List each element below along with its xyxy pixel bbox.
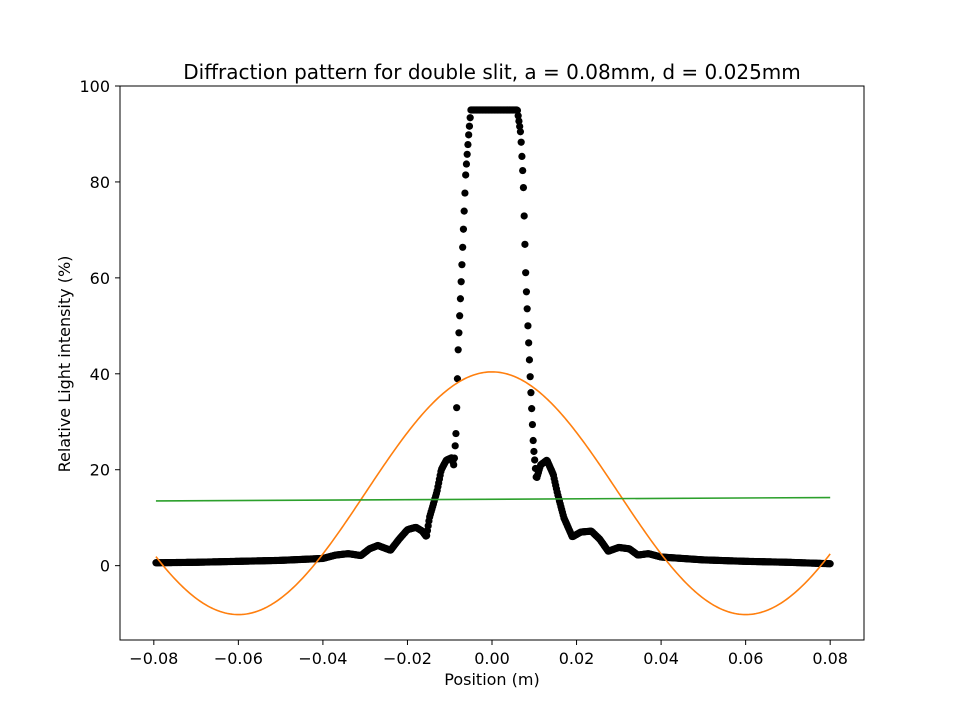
data-point (454, 346, 462, 354)
data-point (517, 138, 525, 146)
data-point (529, 436, 537, 445)
x-tick-label: 0.06 (728, 649, 764, 668)
data-point (455, 329, 463, 337)
x-tick-label: −0.06 (214, 649, 263, 668)
x-tick-label: 0.00 (474, 649, 510, 668)
y-tick-label: 0 (100, 557, 110, 576)
data-point (522, 269, 530, 277)
data-point (826, 560, 834, 568)
data-point (462, 160, 471, 168)
data-point (525, 339, 533, 347)
x-tick-label: 0.02 (559, 649, 595, 668)
data-point (453, 375, 462, 383)
x-tick-label: 0.08 (812, 649, 848, 668)
y-tick-label: 100 (79, 77, 110, 96)
data-point (520, 212, 528, 220)
data-point (524, 322, 532, 330)
series-line-1 (155, 371, 831, 616)
data-point (450, 461, 458, 469)
data-point (451, 442, 459, 450)
x-tick-label: −0.02 (383, 649, 432, 668)
data-point (519, 166, 527, 175)
data-point (466, 114, 474, 122)
y-tick-label: 40 (90, 365, 110, 384)
data-point (458, 261, 466, 269)
data-point (465, 122, 474, 130)
data-point (456, 295, 465, 303)
axes: −0.08 −0.06 −0.04 −0.02 0.00 0.02 0.04 0.06 0.08… (79, 77, 865, 668)
data-point (523, 305, 531, 313)
x-tick-label: −0.08 (129, 649, 178, 668)
x-tick-label: −0.04 (298, 649, 347, 668)
data-point (460, 207, 468, 215)
data-point (461, 189, 469, 197)
data-point (525, 356, 534, 364)
data-point (516, 122, 524, 131)
data-point (530, 447, 538, 456)
data-point (528, 420, 537, 429)
data-point (531, 456, 539, 464)
y-axis-label: Relative Light intensity (%) (55, 256, 74, 473)
scatter-series-0 (152, 106, 834, 568)
plot-area (152, 106, 834, 616)
data-point (518, 152, 526, 160)
data-point (526, 373, 534, 381)
data-point (452, 429, 460, 438)
data-point (453, 404, 461, 412)
x-tick-label: 0.04 (643, 649, 679, 668)
data-point (464, 140, 472, 149)
series-line-2 (155, 496, 831, 502)
data-point (459, 243, 467, 251)
data-point (450, 454, 459, 462)
chart-title: Diffraction pattern for double slit, a =… (183, 60, 801, 84)
y-tick-label: 60 (90, 269, 110, 288)
y-tick-label: 20 (90, 461, 110, 480)
data-point (527, 389, 535, 397)
y-tick-label: 80 (90, 173, 110, 192)
data-point (456, 312, 464, 320)
data-point (519, 184, 528, 192)
x-axis-label: Position (m) (444, 670, 539, 689)
data-point (462, 171, 470, 179)
data-point (513, 106, 522, 115)
data-point (528, 405, 536, 413)
data-point (514, 112, 522, 120)
data-point (521, 240, 529, 248)
data-point (459, 225, 468, 233)
data-point (463, 150, 471, 158)
data-point (515, 117, 523, 125)
data-point (522, 288, 531, 296)
data-point (457, 278, 465, 286)
data-point (516, 128, 525, 136)
data-point (465, 131, 473, 139)
